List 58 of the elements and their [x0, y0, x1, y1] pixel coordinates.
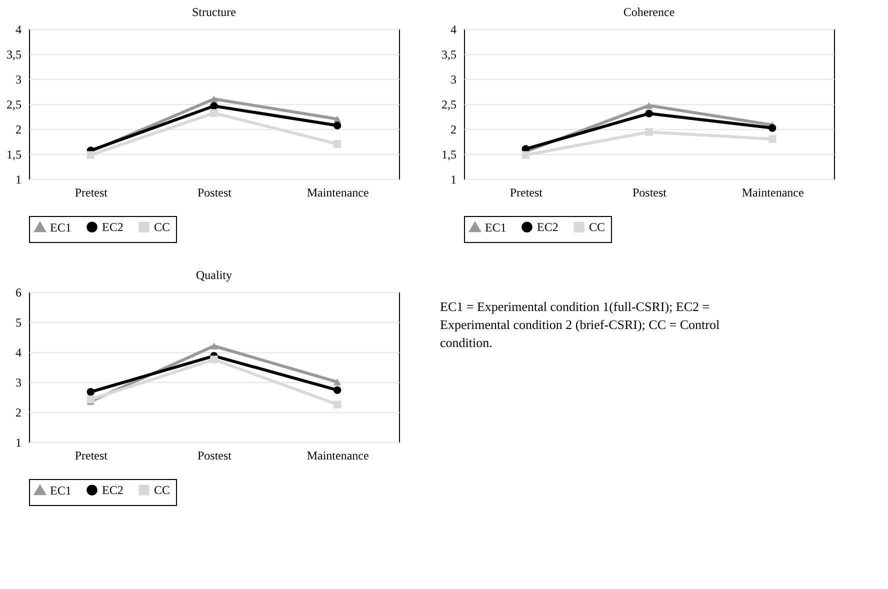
point	[86, 388, 95, 396]
x-tick-label: Postest	[632, 186, 668, 200]
y-tick-label: 3	[16, 72, 22, 86]
y-tick-label: 2	[16, 122, 22, 136]
y-tick-label: 1	[16, 172, 22, 186]
chart-title: Structure	[192, 5, 236, 19]
chart-title: Coherence	[623, 5, 675, 19]
point	[86, 151, 95, 159]
x-tick-label: Maintenance	[306, 448, 369, 462]
y-tick-label: 4	[16, 22, 22, 36]
y-tick-label: 4	[450, 22, 456, 36]
y-tick-label: 1,5	[6, 148, 22, 162]
legend-label: EC1	[50, 483, 72, 498]
x-tick-label: Pretest	[74, 448, 108, 462]
legend-label: EC1	[485, 220, 506, 234]
y-tick-label: 2	[450, 122, 456, 136]
point	[645, 110, 653, 118]
point	[768, 135, 776, 143]
x-tick-label: Pretest	[74, 186, 108, 200]
y-tick-label: 1	[450, 172, 456, 186]
y-tick-label: 3	[450, 72, 456, 86]
point	[333, 400, 342, 408]
x-tick-label: Maintenance	[306, 186, 369, 200]
point	[210, 109, 218, 117]
point	[333, 122, 342, 130]
x-tick-label: Postest	[197, 186, 232, 200]
point	[210, 102, 218, 110]
legend-label: EC1	[50, 220, 72, 234]
y-tick-label: 3,5	[442, 48, 456, 62]
y-tick-label: 1	[16, 436, 22, 450]
text: EC1 = Experimental condition 1(full-CSRI); EC2 = Experimental condition 2 (brief-CSRI); CC = Control condition.	[440, 299, 720, 350]
point	[210, 356, 218, 364]
point	[333, 140, 342, 148]
legend-label: CC	[589, 220, 606, 234]
chart-title: Quality	[196, 268, 232, 282]
y-tick-label: 6	[16, 286, 22, 300]
y-tick-label: 2,5	[442, 98, 456, 112]
y-tick-label: 4	[16, 346, 22, 360]
legend-label: EC2	[102, 483, 124, 498]
y-tick-label: 2,5	[6, 98, 22, 112]
y-tick-label: 2	[16, 406, 22, 420]
point	[210, 342, 218, 350]
legend-label: CC	[154, 220, 170, 234]
y-tick-label: 5	[16, 316, 22, 330]
x-tick-label: Maintenance	[742, 186, 804, 200]
point	[86, 396, 95, 404]
legend-label: EC2	[537, 220, 558, 234]
y-tick-label: 3	[16, 376, 22, 390]
y-tick-label: 3,5	[6, 48, 22, 62]
y-tick-label: 1,5	[442, 148, 456, 162]
point	[333, 386, 342, 394]
point	[645, 128, 653, 136]
point	[333, 378, 342, 386]
x-tick-label: Postest	[197, 448, 232, 462]
legend-label: EC2	[102, 220, 124, 234]
x-tick-label: Pretest	[510, 186, 544, 200]
point	[522, 151, 530, 159]
legend-label: CC	[154, 483, 170, 498]
